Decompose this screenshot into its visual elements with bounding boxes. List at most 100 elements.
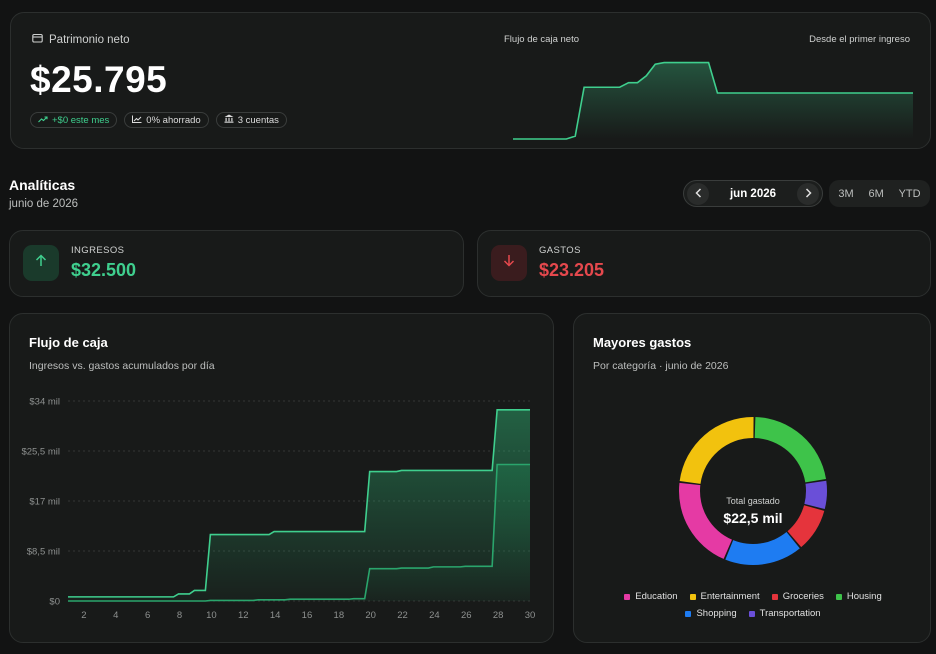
legend-label: Transportation	[759, 608, 821, 619]
sparkline-area	[513, 62, 913, 139]
y-tick-label: $0	[49, 597, 60, 608]
net-worth-pills: +$0 este mes 0% ahorrado 3 cuentas	[30, 112, 287, 128]
expenses-icon-box	[491, 245, 527, 281]
donut-slice-groceries	[787, 505, 825, 548]
expenses-line	[68, 463, 530, 602]
expenses-value: $23.205	[539, 260, 605, 280]
income-icon-box	[23, 245, 59, 281]
trend-up-icon	[38, 115, 48, 126]
savings-text: 0% ahorrado	[146, 114, 201, 126]
donut-slice-transportation	[804, 480, 827, 510]
donut-slice-housing	[754, 417, 827, 483]
legend-item-shopping: Shopping	[685, 608, 737, 619]
y-tick-label: $34 mil	[29, 397, 60, 408]
x-tick-label: 20	[365, 610, 376, 621]
accounts-text: 3 cuentas	[237, 114, 279, 126]
chart-icon	[132, 115, 142, 126]
legend-swatch	[685, 610, 692, 617]
chevron-right-icon	[805, 187, 812, 201]
month-navigator: jun 2026	[683, 180, 823, 207]
monthly-change-text: +$0 este mes	[52, 114, 110, 126]
donut-legend: Education Entertainment Groceries Housing Sh…	[594, 591, 912, 619]
donut-center-label: Total gastado	[726, 496, 780, 506]
top-expenses-title: Mayores gastos	[593, 335, 692, 350]
income-value: $32.500	[71, 260, 137, 280]
net-worth-header: Patrimonio neto	[32, 33, 130, 46]
analytics-subtitle: junio de 2026	[9, 198, 79, 210]
income-area	[68, 409, 530, 601]
accounts-pill: 3 cuentas	[215, 112, 287, 128]
legend-label: Entertainment	[700, 591, 760, 602]
legend-swatch	[771, 593, 778, 600]
income-line	[68, 409, 530, 598]
donut-center-value: $22,5 mil	[723, 510, 783, 526]
range-6m-button[interactable]: 6M	[868, 187, 884, 200]
current-month: jun 2026	[729, 187, 777, 200]
cashflow-card: Flujo de caja Ingresos vs. gastos acumul…	[9, 313, 554, 643]
expenses-card: GASTOS $23.205	[477, 230, 931, 297]
net-worth-label: Patrimonio neto	[49, 33, 130, 46]
x-tick-label: 26	[461, 610, 472, 621]
donut-slice-shopping	[725, 532, 800, 565]
x-tick-label: 6	[145, 610, 150, 621]
net-cashflow-sublabel: Desde el primer ingreso	[809, 34, 910, 45]
legend-label: Groceries	[782, 591, 824, 602]
legend-item-transportation: Transportation	[748, 608, 821, 619]
net-cashflow-label: Flujo de caja neto	[504, 34, 579, 45]
legend-item-education: Education	[624, 591, 678, 602]
next-month-button[interactable]	[797, 182, 819, 205]
range-3m-button[interactable]: 3M	[838, 187, 854, 200]
expenses-label: GASTOS	[539, 245, 581, 256]
cashflow-title: Flujo de caja	[29, 335, 108, 350]
range-ytd-button[interactable]: YTD	[898, 187, 921, 200]
chevron-left-icon	[694, 187, 702, 201]
net-worth-card: Patrimonio neto $25.795 +$0 este mes 0% …	[10, 12, 931, 149]
y-tick-label: $25,5 mil	[21, 447, 60, 458]
legend-swatch	[835, 593, 842, 600]
donut-slice-education	[679, 482, 732, 559]
legend-swatch	[689, 593, 696, 600]
legend-swatch	[624, 593, 631, 600]
y-tick-label: $17 mil	[29, 497, 60, 508]
legend-item-entertainment: Entertainment	[689, 591, 760, 602]
prev-month-button[interactable]	[687, 182, 709, 205]
cashflow-subtitle: Ingresos vs. gastos acumulados por día	[29, 360, 215, 372]
monthly-change-pill: +$0 este mes	[30, 112, 118, 128]
legend-label: Education	[635, 591, 678, 602]
analytics-title: Analíticas	[9, 177, 76, 193]
y-tick-label: $8,5 mil	[27, 547, 60, 558]
expenses-donut-chart	[679, 417, 827, 565]
savings-pill: 0% ahorrado	[124, 112, 209, 128]
x-tick-label: 2	[81, 610, 86, 621]
x-tick-label: 12	[238, 610, 249, 621]
net-worth-value: $25.795	[30, 59, 168, 100]
x-tick-label: 16	[302, 610, 313, 621]
range-selector: 3M 6M YTD	[829, 180, 930, 207]
x-tick-label: 24	[429, 610, 440, 621]
x-tick-label: 10	[206, 610, 217, 621]
sparkline-line	[513, 61, 913, 140]
x-tick-label: 30	[525, 610, 536, 621]
income-label: INGRESOS	[71, 245, 125, 256]
arrow-down-icon	[503, 254, 515, 272]
top-expenses-subtitle: Por categoría · junio de 2026	[593, 360, 729, 372]
legend-item-housing: Housing	[835, 591, 882, 602]
x-tick-label: 28	[493, 610, 504, 621]
legend-label: Housing	[846, 591, 882, 602]
wallet-icon	[32, 33, 43, 46]
legend-item-groceries: Groceries	[771, 591, 824, 602]
income-card: INGRESOS $32.500	[9, 230, 464, 297]
donut-slice-entertainment	[679, 417, 754, 484]
x-tick-label: 4	[113, 610, 118, 621]
legend-swatch	[748, 610, 755, 617]
legend-label: Shopping	[696, 608, 737, 619]
bank-icon	[224, 114, 234, 126]
net-cashflow-sparkline	[513, 61, 913, 140]
x-tick-label: 14	[270, 610, 281, 621]
x-tick-label: 18	[334, 610, 345, 621]
top-expenses-card: Mayores gastos Por categoría · junio de …	[573, 313, 931, 643]
x-tick-label: 22	[397, 610, 408, 621]
x-tick-label: 8	[177, 610, 182, 621]
arrow-up-icon	[35, 254, 47, 272]
